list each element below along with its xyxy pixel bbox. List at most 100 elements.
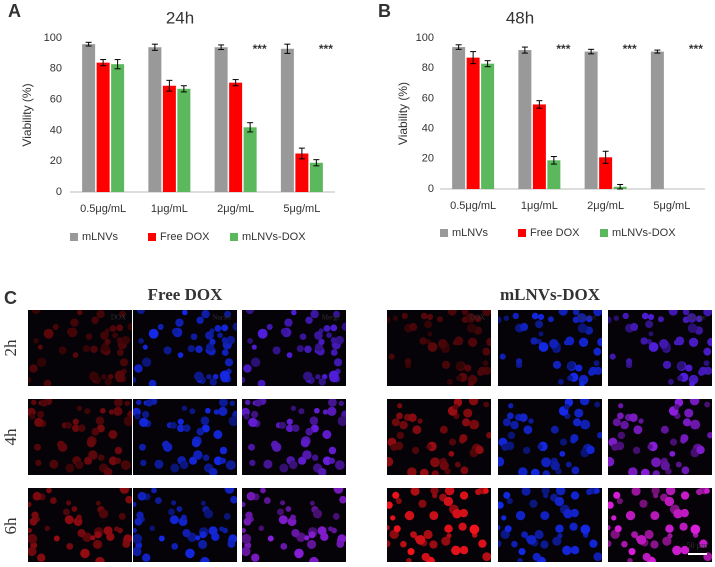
cell <box>412 425 422 435</box>
cell <box>650 511 660 521</box>
chart-title: 24h <box>166 8 194 27</box>
cell <box>284 318 293 327</box>
cell <box>679 522 688 531</box>
cell <box>97 454 105 461</box>
cell <box>309 500 315 506</box>
cell <box>175 318 184 327</box>
cell <box>205 342 215 352</box>
micrograph: Nuclei <box>133 310 237 386</box>
cell <box>28 501 32 507</box>
cell <box>466 323 477 333</box>
cell <box>677 361 686 370</box>
micrograph-bg <box>242 310 346 386</box>
cell <box>185 548 195 559</box>
cell <box>399 420 408 430</box>
micrograph: DOX <box>387 310 491 386</box>
cell <box>645 320 654 329</box>
cell <box>458 522 467 531</box>
cell <box>478 539 487 548</box>
cell <box>189 408 196 415</box>
bar <box>148 47 162 192</box>
cell <box>292 424 300 432</box>
cell <box>593 310 602 317</box>
cell <box>651 488 660 495</box>
cell <box>139 417 149 428</box>
cell <box>71 424 80 433</box>
legend-swatch <box>70 233 78 241</box>
cell <box>305 427 314 436</box>
cell <box>28 546 37 557</box>
cell <box>698 369 705 376</box>
cell <box>76 405 83 411</box>
x-tick-label: 0.5μg/mL <box>450 200 496 212</box>
cell <box>667 378 674 385</box>
cell <box>647 313 655 321</box>
cell <box>408 413 417 422</box>
micrograph <box>242 399 346 475</box>
cell <box>162 442 173 452</box>
cell <box>36 357 47 368</box>
cell <box>278 421 286 429</box>
cell <box>417 418 423 424</box>
cell <box>279 463 289 473</box>
cell <box>675 336 685 346</box>
cell <box>96 310 105 319</box>
cell <box>475 445 484 455</box>
cell <box>135 399 142 406</box>
cell <box>687 323 698 333</box>
cell <box>312 509 323 519</box>
cell <box>142 410 150 419</box>
cell <box>114 457 122 464</box>
y-tick-label: 0 <box>428 183 434 195</box>
row-label: 6h <box>1 517 20 535</box>
cell <box>232 322 237 331</box>
cell <box>116 349 124 356</box>
cell <box>88 371 99 382</box>
cell <box>638 418 644 424</box>
cell <box>387 316 391 324</box>
cell <box>182 310 188 316</box>
micrograph-bg <box>498 310 602 386</box>
cell <box>387 540 391 548</box>
cell <box>314 342 324 352</box>
y-tick-label: 80 <box>50 63 62 75</box>
cell <box>647 444 653 450</box>
cell <box>565 336 575 346</box>
cell <box>446 378 453 385</box>
error-bar <box>247 122 254 133</box>
cell <box>65 463 75 473</box>
cell <box>424 320 433 329</box>
cell <box>251 410 259 419</box>
cell <box>333 488 344 494</box>
bar <box>599 157 613 189</box>
cell <box>229 400 235 406</box>
cell <box>507 412 514 420</box>
cell <box>597 337 602 347</box>
panel-letter: A <box>8 1 21 21</box>
cell <box>555 524 564 533</box>
cell <box>486 337 491 347</box>
cell <box>565 461 572 468</box>
cell <box>223 513 231 520</box>
error-bar <box>284 43 291 54</box>
cell <box>58 346 67 355</box>
cell <box>650 540 659 549</box>
cell <box>628 467 638 475</box>
cell <box>100 331 109 340</box>
cell <box>90 345 98 353</box>
micrograph <box>387 488 491 564</box>
cell <box>506 497 513 505</box>
cell <box>44 525 51 532</box>
y-tick-label: 60 <box>422 92 434 104</box>
cell <box>242 533 252 544</box>
cell <box>35 459 42 467</box>
cell <box>328 370 339 381</box>
cell <box>608 540 612 548</box>
cell <box>703 360 710 367</box>
bar <box>532 104 546 189</box>
channel-label: Merge <box>688 314 706 322</box>
cell <box>522 446 531 455</box>
cell <box>613 491 621 499</box>
cell <box>657 316 664 323</box>
cell <box>477 369 484 376</box>
